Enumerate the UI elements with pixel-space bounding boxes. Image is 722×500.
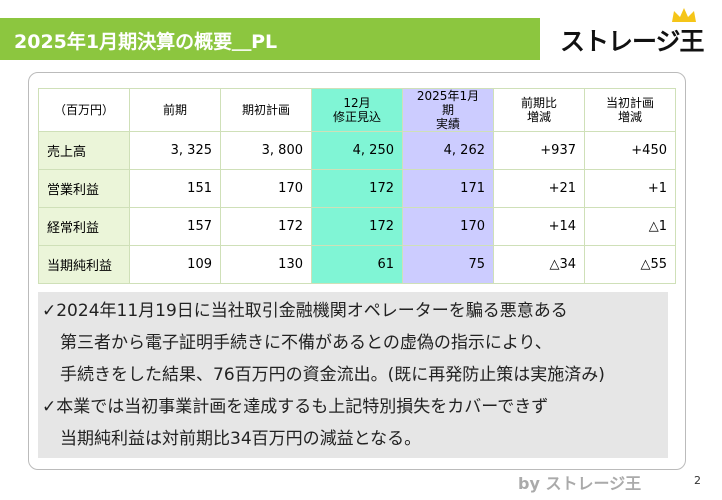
header-row: （百万円） 前期 期初計画 12月 修正見込 2025年1月期 実績 前期比 増減 当初計画 増減 <box>38 88 676 132</box>
note-line: 当期純利益は対前期比34百万円の減益となる。 <box>60 429 422 449</box>
header-line: 2025年1月期 <box>416 89 480 117</box>
value-cell: +21 <box>493 169 585 208</box>
value-cell: 172 <box>311 207 403 246</box>
value-cell: 3, 325 <box>129 131 221 170</box>
value-cell: 171 <box>402 169 494 208</box>
footer-byline: by ストレージ王 <box>518 474 642 493</box>
header-line: 期初計画 <box>241 103 290 117</box>
value-cell: △1 <box>584 207 676 246</box>
row-label: 売上高 <box>38 131 130 170</box>
title-bar: 2025年1月期決算の概要＿PL <box>0 18 540 60</box>
logo: ストレージ王 <box>560 27 705 56</box>
value-cell: 61 <box>311 245 403 284</box>
table-row: 当期純利益 109 130 61 75 △34 △55 <box>38 245 676 284</box>
value-cell: △34 <box>493 245 585 284</box>
column-header: 12月 修正見込 <box>311 88 403 132</box>
value-cell: 151 <box>129 169 221 208</box>
table-row: 売上高 3, 325 3, 800 4, 250 4, 262 +937 +450 <box>38 131 676 170</box>
column-header: 前期比 増減 <box>493 88 585 132</box>
value-cell: 75 <box>402 245 494 284</box>
header-line: 前期 <box>162 103 187 117</box>
content-frame <box>28 72 686 470</box>
header-line: 実績 <box>435 117 460 131</box>
header-line: 当初計画 <box>605 96 654 110</box>
value-cell: 157 <box>129 207 221 246</box>
value-cell: 109 <box>129 245 221 284</box>
crown-icon <box>672 8 696 22</box>
note-line: ✓2024年11月19日に当社取引金融機関オペレーターを騙る悪意ある <box>42 301 568 321</box>
value-cell: +14 <box>493 207 585 246</box>
column-header: 前期 <box>129 88 221 132</box>
header-line: 前期比 <box>520 96 557 110</box>
row-label: 経常利益 <box>38 207 130 246</box>
note-line: 手続きをした結果、76百万円の資金流出。(既に再発防止策は実施済み) <box>60 365 605 385</box>
header-line: 12月 <box>343 96 371 110</box>
value-cell: 4, 250 <box>311 131 403 170</box>
column-header: 2025年1月期 実績 <box>402 88 494 132</box>
row-label: 営業利益 <box>38 169 130 208</box>
table-row: 営業利益 151 170 172 171 +21 +1 <box>38 169 676 208</box>
pl-table: （百万円） 前期 期初計画 12月 修正見込 2025年1月期 実績 前期比 増減 当初計画 増減売… <box>38 88 676 284</box>
title: 2025年1月期決算の概要＿PL <box>14 31 278 53</box>
table-row: 経常利益 157 172 172 170 +14 △1 <box>38 207 676 246</box>
value-cell: 170 <box>402 207 494 246</box>
unit-cell: （百万円） <box>38 88 130 132</box>
value-cell: 4, 262 <box>402 131 494 170</box>
header-line: 増減 <box>526 110 551 124</box>
value-cell: +937 <box>493 131 585 170</box>
note-line: ✓本業では当初事業計画を達成するも上記特別損失をカバーできず <box>42 397 549 417</box>
header-line: 増減 <box>617 110 642 124</box>
value-cell: 170 <box>220 169 312 208</box>
page-number: 2 <box>694 474 701 487</box>
value-cell: +1 <box>584 169 676 208</box>
notes-box: ✓2024年11月19日に当社取引金融機関オペレーターを騙る悪意ある 第三者から電… <box>38 292 668 458</box>
value-cell: 130 <box>220 245 312 284</box>
row-label: 当期純利益 <box>38 245 130 284</box>
column-header: 期初計画 <box>220 88 312 132</box>
value-cell: △55 <box>584 245 676 284</box>
value-cell: +450 <box>584 131 676 170</box>
value-cell: 172 <box>220 207 312 246</box>
value-cell: 172 <box>311 169 403 208</box>
header-line: 修正見込 <box>332 110 381 124</box>
column-header: 当初計画 増減 <box>584 88 676 132</box>
note-line: 第三者から電子証明手続きに不備があるとの虚偽の指示により、 <box>60 333 552 353</box>
value-cell: 3, 800 <box>220 131 312 170</box>
